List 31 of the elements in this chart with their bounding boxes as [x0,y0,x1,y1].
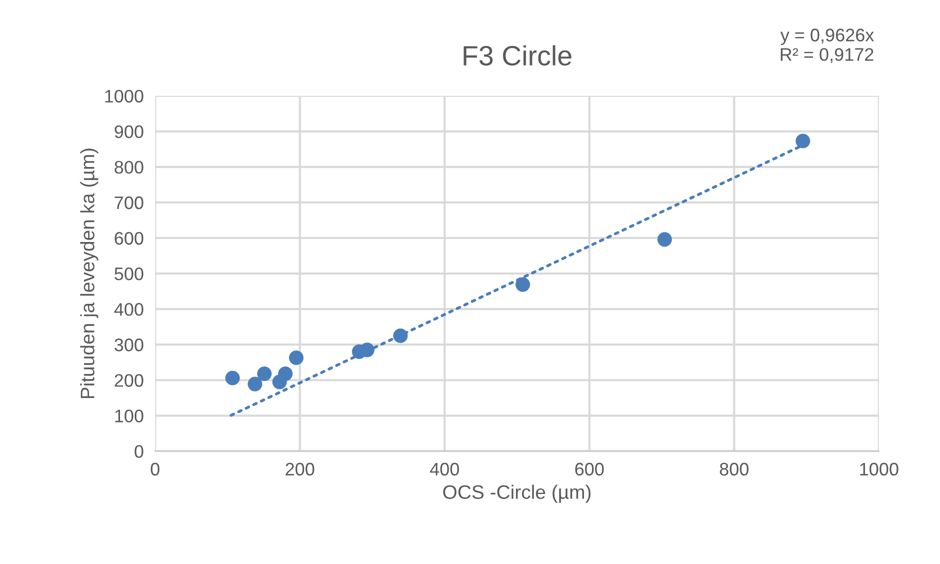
point [796,134,810,148]
x-tick-label: 200 [286,462,314,476]
point [278,366,293,382]
point [225,370,240,386]
y-tick-label: 300 [114,338,144,352]
x-axis-title: OCS -Circle (µm) [443,484,591,503]
x-tick-label: 600 [575,462,604,476]
point [657,232,672,247]
x-tick-label: 400 [430,462,459,476]
y-tick-label: 700 [114,196,144,210]
point [257,366,272,382]
point [248,376,262,392]
y-tick-label: 900 [114,125,144,138]
y-tick-label: 400 [114,303,144,316]
y-tick-label: 1000 [105,90,144,103]
text: y = 0,9626x R² = 0,9172 [780,28,874,64]
point [288,350,304,366]
chart-title: F3 Circle [464,45,572,66]
y-tick-label: 0 [134,445,144,458]
x-tick-label: 0 [150,462,160,476]
y-tick-label: 100 [115,410,144,422]
point [393,328,408,344]
y-axis-title: Pituuden ja leveyden ka (µm) [80,148,98,398]
x-tick-label: 1000 [860,462,898,476]
y-tick-label: 500 [114,267,144,280]
y-tick-label: 800 [114,160,144,174]
point [516,277,530,292]
x-tick-label: 800 [720,462,748,476]
y-tick-label: 200 [114,374,144,387]
y-tick-label: 600 [114,232,144,245]
point [360,342,374,358]
